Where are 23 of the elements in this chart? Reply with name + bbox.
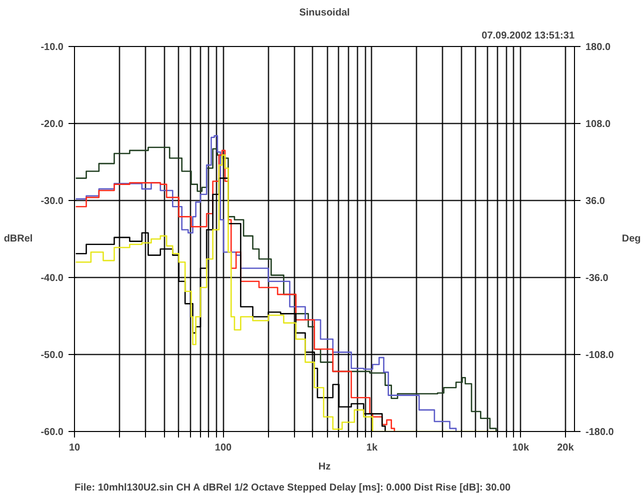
x-tick-label: 100: [214, 442, 232, 454]
y2-tick-label: -180.0: [586, 427, 614, 438]
y-tick-label: -50.0: [40, 350, 64, 361]
x-tick-label: 10: [68, 442, 80, 454]
y-tick-label: -30.0: [40, 196, 64, 207]
y2-axis-title: Deg: [622, 234, 641, 244]
y-tick-label: -10.0: [40, 42, 64, 53]
x-tick-label: 10k: [512, 442, 530, 454]
y2-tick-label: 108.0: [586, 119, 611, 130]
x-tick-label: 20k: [557, 442, 574, 454]
y2-tick-label: -108.0: [586, 350, 614, 361]
y-axis-title: dBRel: [4, 234, 33, 244]
y-tick-label: -20.0: [40, 119, 64, 130]
y2-tick-label: 180.0: [586, 42, 611, 53]
y-tick-label: -60.0: [40, 427, 64, 438]
y2-tick-label: -36.0: [586, 273, 609, 284]
x-tick-label: 1k: [366, 442, 378, 454]
y2-tick-label: 36.0: [586, 196, 606, 207]
x-axis-title: Hz: [318, 462, 331, 472]
text: File: 10mhl130U2.sin CH A dBRel 1/2 Octave Stepped Delay [ms]: 0.000 Dist Rise [dB]: 30.00: [74, 482, 512, 494]
y-tick-label: -40.0: [40, 273, 64, 284]
chart-title: Sinusoidal: [299, 8, 350, 18]
text: 07.09.2002 13:51:31: [482, 30, 575, 42]
